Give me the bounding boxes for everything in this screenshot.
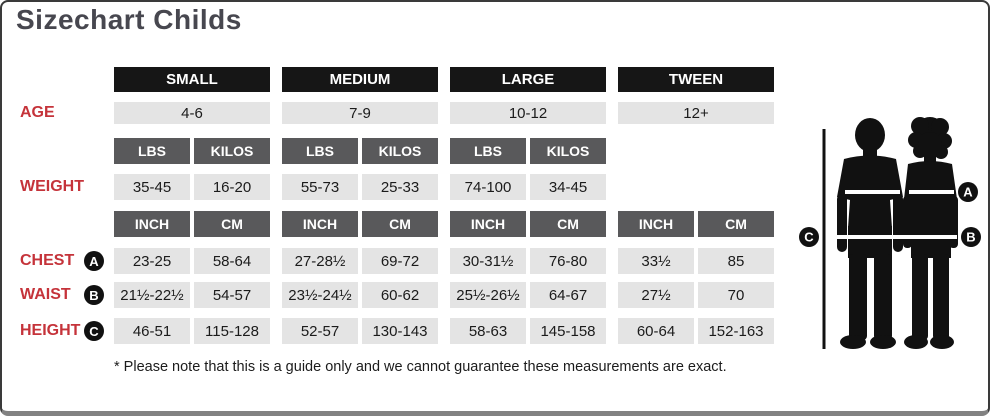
boy-silhouette — [837, 118, 903, 349]
weight-large-lbs: 74-100 — [450, 174, 526, 200]
waist-large-inch: 25½-26½ — [450, 282, 526, 308]
height-tween-cm: 152-163 — [698, 318, 774, 344]
chest-tween-cm: 85 — [698, 248, 774, 274]
height-medium-inch: 52-57 — [282, 318, 358, 344]
unit-lbs-medium: LBS — [282, 138, 358, 164]
waist-row-label: WAIST B — [14, 282, 114, 308]
height-small-inch: 46-51 — [114, 318, 190, 344]
weight-medium-lbs: 55-73 — [282, 174, 358, 200]
unit-inch-medium: INCH — [282, 211, 358, 237]
chest-row-label: CHEST A — [14, 248, 114, 274]
waist-large-cm: 64-67 — [530, 282, 606, 308]
unit-inch-small: INCH — [114, 211, 190, 237]
waist-small-cm: 54-57 — [194, 282, 270, 308]
unit-cm-tween: CM — [698, 211, 774, 237]
height-small-cm: 115-128 — [194, 318, 270, 344]
footnote: * Please note that this is a guide only … — [114, 359, 727, 375]
measurement-figure: A B C — [787, 104, 987, 362]
chest-marker-a: A — [84, 251, 104, 271]
waist-tween-inch: 27½ — [618, 282, 694, 308]
waist-label: WAIST — [20, 286, 71, 303]
waist-medium-inch: 23½-24½ — [282, 282, 358, 308]
chest-tween-inch: 33½ — [618, 248, 694, 274]
age-tween: 12+ — [618, 102, 774, 124]
figure-marker-a: A — [958, 182, 978, 202]
girl-silhouette — [903, 117, 958, 349]
weight-small-kilos: 16-20 — [194, 174, 270, 200]
unit-cm-small: CM — [194, 211, 270, 237]
page-title: Sizechart Childs — [16, 4, 242, 35]
height-large-cm: 145-158 — [530, 318, 606, 344]
age-label: AGE — [20, 104, 55, 121]
height-label: HEIGHT — [20, 322, 81, 339]
age-large: 10-12 — [450, 102, 606, 124]
unit-kilos-small: KILOS — [194, 138, 270, 164]
weight-label: WEIGHT — [20, 178, 84, 195]
unit-kilos-large: KILOS — [530, 138, 606, 164]
height-medium-cm: 130-143 — [362, 318, 438, 344]
chest-large-cm: 76-80 — [530, 248, 606, 274]
figure-marker-b-letter: B — [966, 230, 975, 245]
height-marker-c: C — [84, 321, 104, 341]
chest-small-cm: 58-64 — [194, 248, 270, 274]
age-row-label: AGE — [14, 102, 114, 124]
figure-marker-b: B — [961, 227, 981, 247]
weight-small-lbs: 35-45 — [114, 174, 190, 200]
waist-medium-cm: 60-62 — [362, 282, 438, 308]
age-medium: 7-9 — [282, 102, 438, 124]
unit-cm-large: CM — [530, 211, 606, 237]
weight-large-kilos: 34-45 — [530, 174, 606, 200]
chest-medium-inch: 27-28½ — [282, 248, 358, 274]
height-tween-inch: 60-64 — [618, 318, 694, 344]
size-header-medium: MEDIUM — [282, 67, 438, 92]
size-header-large: LARGE — [450, 67, 606, 92]
unit-inch-tween: INCH — [618, 211, 694, 237]
height-row-label: HEIGHT C — [14, 318, 114, 344]
size-header-tween: TWEEN — [618, 67, 774, 92]
unit-lbs-small: LBS — [114, 138, 190, 164]
figure-marker-c: C — [799, 227, 819, 247]
chest-medium-cm: 69-72 — [362, 248, 438, 274]
unit-inch-large: INCH — [450, 211, 526, 237]
figure-marker-c-letter: C — [804, 230, 814, 245]
chest-small-inch: 23-25 — [114, 248, 190, 274]
children-silhouette-illustration: A B C — [799, 117, 981, 349]
size-table: SMALL MEDIUM LARGE TWEEN AGE 4-6 7-9 10-… — [14, 67, 774, 344]
size-header-small: SMALL — [114, 67, 270, 92]
waist-marker-b: B — [84, 285, 104, 305]
height-large-inch: 58-63 — [450, 318, 526, 344]
weight-medium-kilos: 25-33 — [362, 174, 438, 200]
waist-small-inch: 21½-22½ — [114, 282, 190, 308]
chest-label: CHEST — [20, 252, 75, 269]
unit-lbs-large: LBS — [450, 138, 526, 164]
figure-marker-a-letter: A — [963, 185, 973, 200]
chest-large-inch: 30-31½ — [450, 248, 526, 274]
waist-tween-cm: 70 — [698, 282, 774, 308]
unit-kilos-medium: KILOS — [362, 138, 438, 164]
age-small: 4-6 — [114, 102, 270, 124]
weight-row-label: WEIGHT — [14, 174, 114, 200]
unit-cm-medium: CM — [362, 211, 438, 237]
